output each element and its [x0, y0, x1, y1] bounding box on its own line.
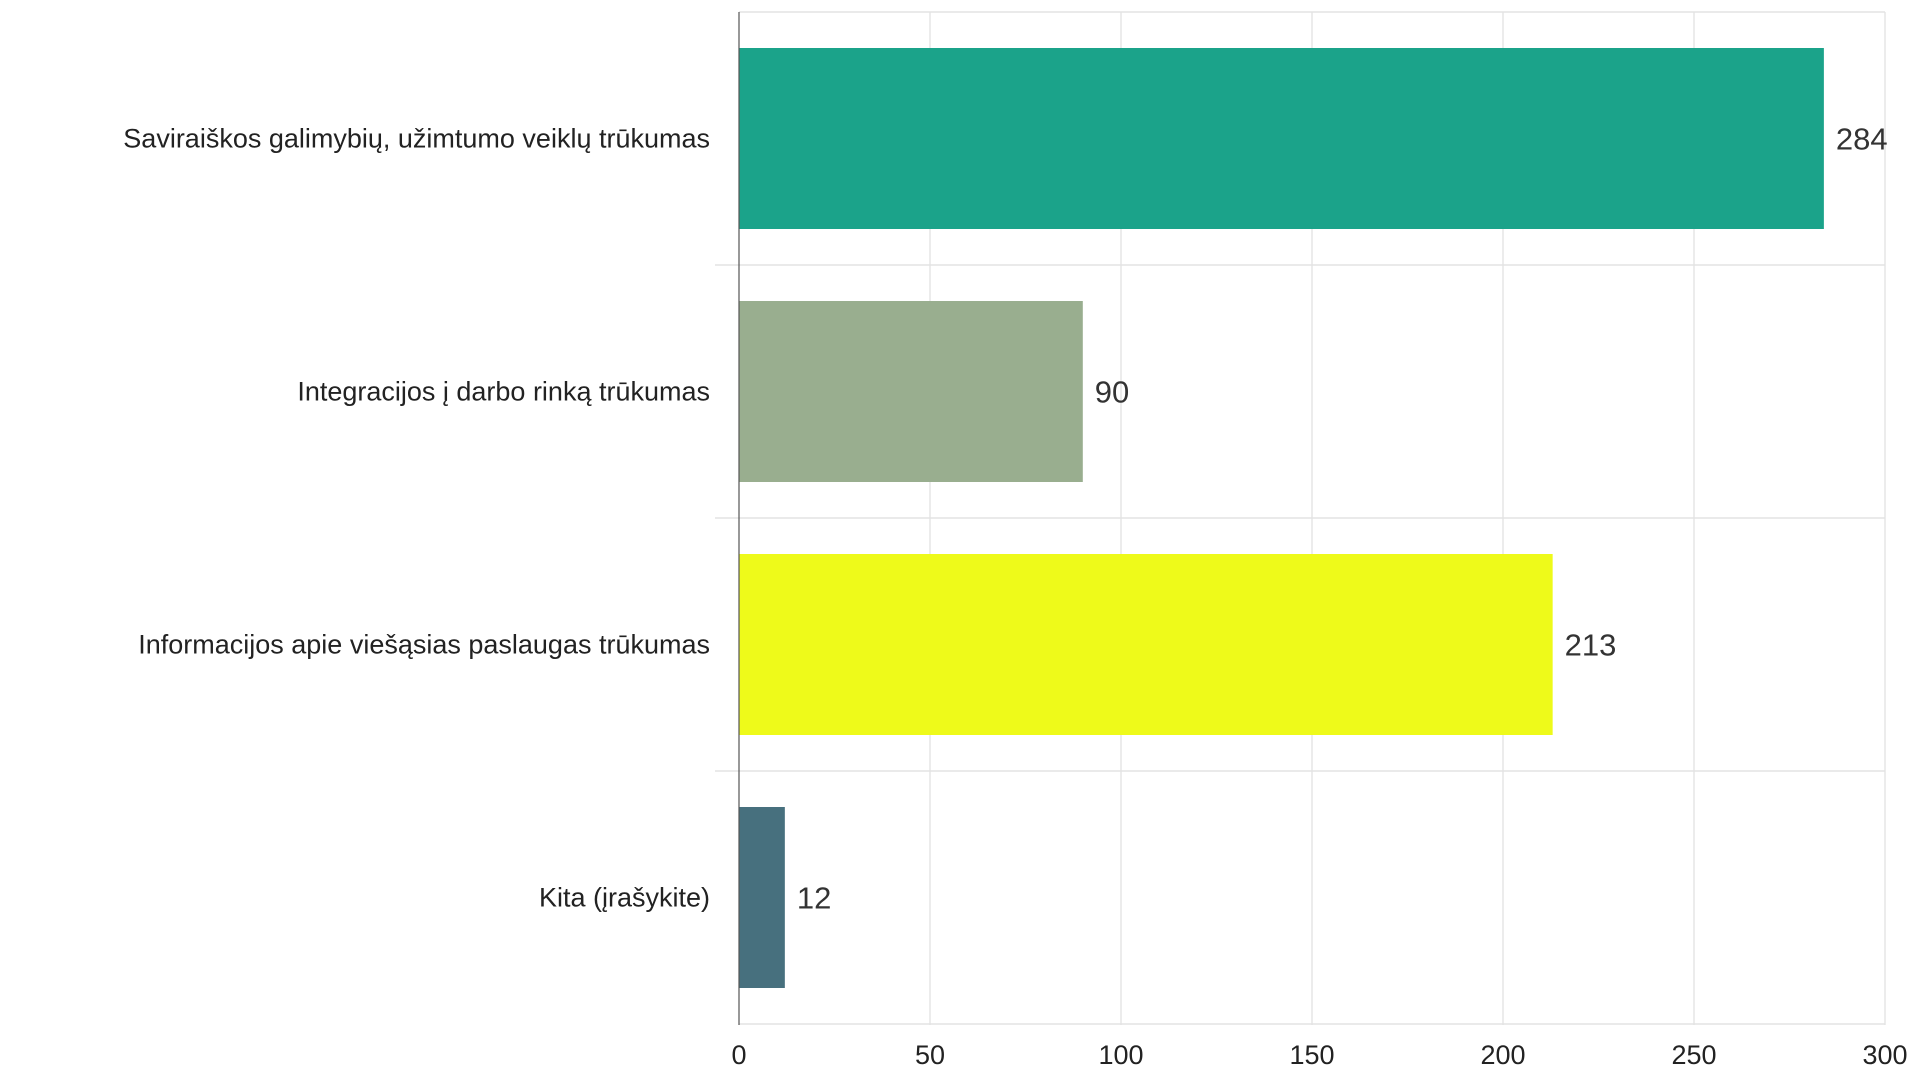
x-tick-label: 250 — [1671, 1040, 1716, 1070]
x-tick-label: 300 — [1862, 1040, 1907, 1070]
data-label: 213 — [1565, 628, 1617, 663]
category-separators — [715, 11, 1885, 1025]
x-tick-label: 0 — [731, 1040, 746, 1070]
data-label: 90 — [1095, 375, 1129, 410]
data-label: 12 — [797, 881, 831, 916]
x-tick-label: 100 — [1098, 1040, 1143, 1070]
category-label: Integracijos į darbo rinką trūkumas — [297, 377, 710, 407]
bars — [739, 48, 1824, 988]
bar — [739, 554, 1553, 735]
labels: 0 50 100 150 200 250 300 Saviraiškos galimybių,… — [123, 122, 1907, 1071]
data-label: 284 — [1836, 122, 1888, 157]
x-tick-label: 200 — [1480, 1040, 1525, 1070]
category-label: Kita (įrašykite) — [539, 883, 710, 913]
bar — [739, 807, 785, 988]
category-label: Saviraiškos galimybių, užimtumo veiklų t… — [123, 124, 710, 154]
bar — [739, 301, 1083, 482]
x-tick-label: 50 — [915, 1040, 945, 1070]
category-label: Informacijos apie viešąsias paslaugas tr… — [138, 630, 710, 660]
x-tick-label: 150 — [1289, 1040, 1334, 1070]
bar — [739, 48, 1824, 229]
